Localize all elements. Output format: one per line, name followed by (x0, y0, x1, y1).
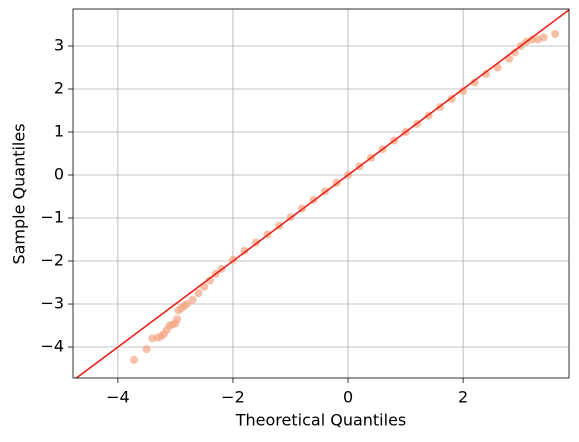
y-tick-label: −1 (40, 208, 64, 227)
y-tick-label: 2 (54, 78, 64, 97)
point (188, 295, 197, 304)
point (129, 355, 138, 364)
y-tick-label: −4 (40, 337, 64, 356)
y-tick-label: 3 (54, 35, 64, 54)
point (459, 87, 468, 96)
point (510, 48, 519, 57)
point (482, 69, 491, 78)
point (528, 35, 537, 44)
y-tick-label: −3 (40, 294, 64, 313)
x-axis-label: Theoretical Quantiles (235, 411, 407, 430)
point (240, 246, 249, 255)
point (205, 276, 214, 285)
x-tick-label: 0 (343, 388, 353, 407)
y-tick-label: −2 (40, 251, 64, 270)
x-tick-label: −2 (221, 388, 245, 407)
point (173, 315, 182, 324)
point (182, 300, 191, 309)
reference-line (75, 9, 569, 378)
y-tick-label: 1 (54, 122, 64, 141)
plot-frame (72, 8, 570, 379)
y-axis-label: Sample Quantiles (10, 123, 29, 264)
point (194, 289, 203, 298)
point (142, 345, 151, 354)
y-tick-label: 0 (54, 165, 64, 184)
point (539, 33, 548, 42)
point (551, 29, 560, 38)
point (470, 78, 479, 87)
x-tick-label: 2 (458, 388, 468, 407)
x-tick-label: −4 (106, 388, 130, 407)
